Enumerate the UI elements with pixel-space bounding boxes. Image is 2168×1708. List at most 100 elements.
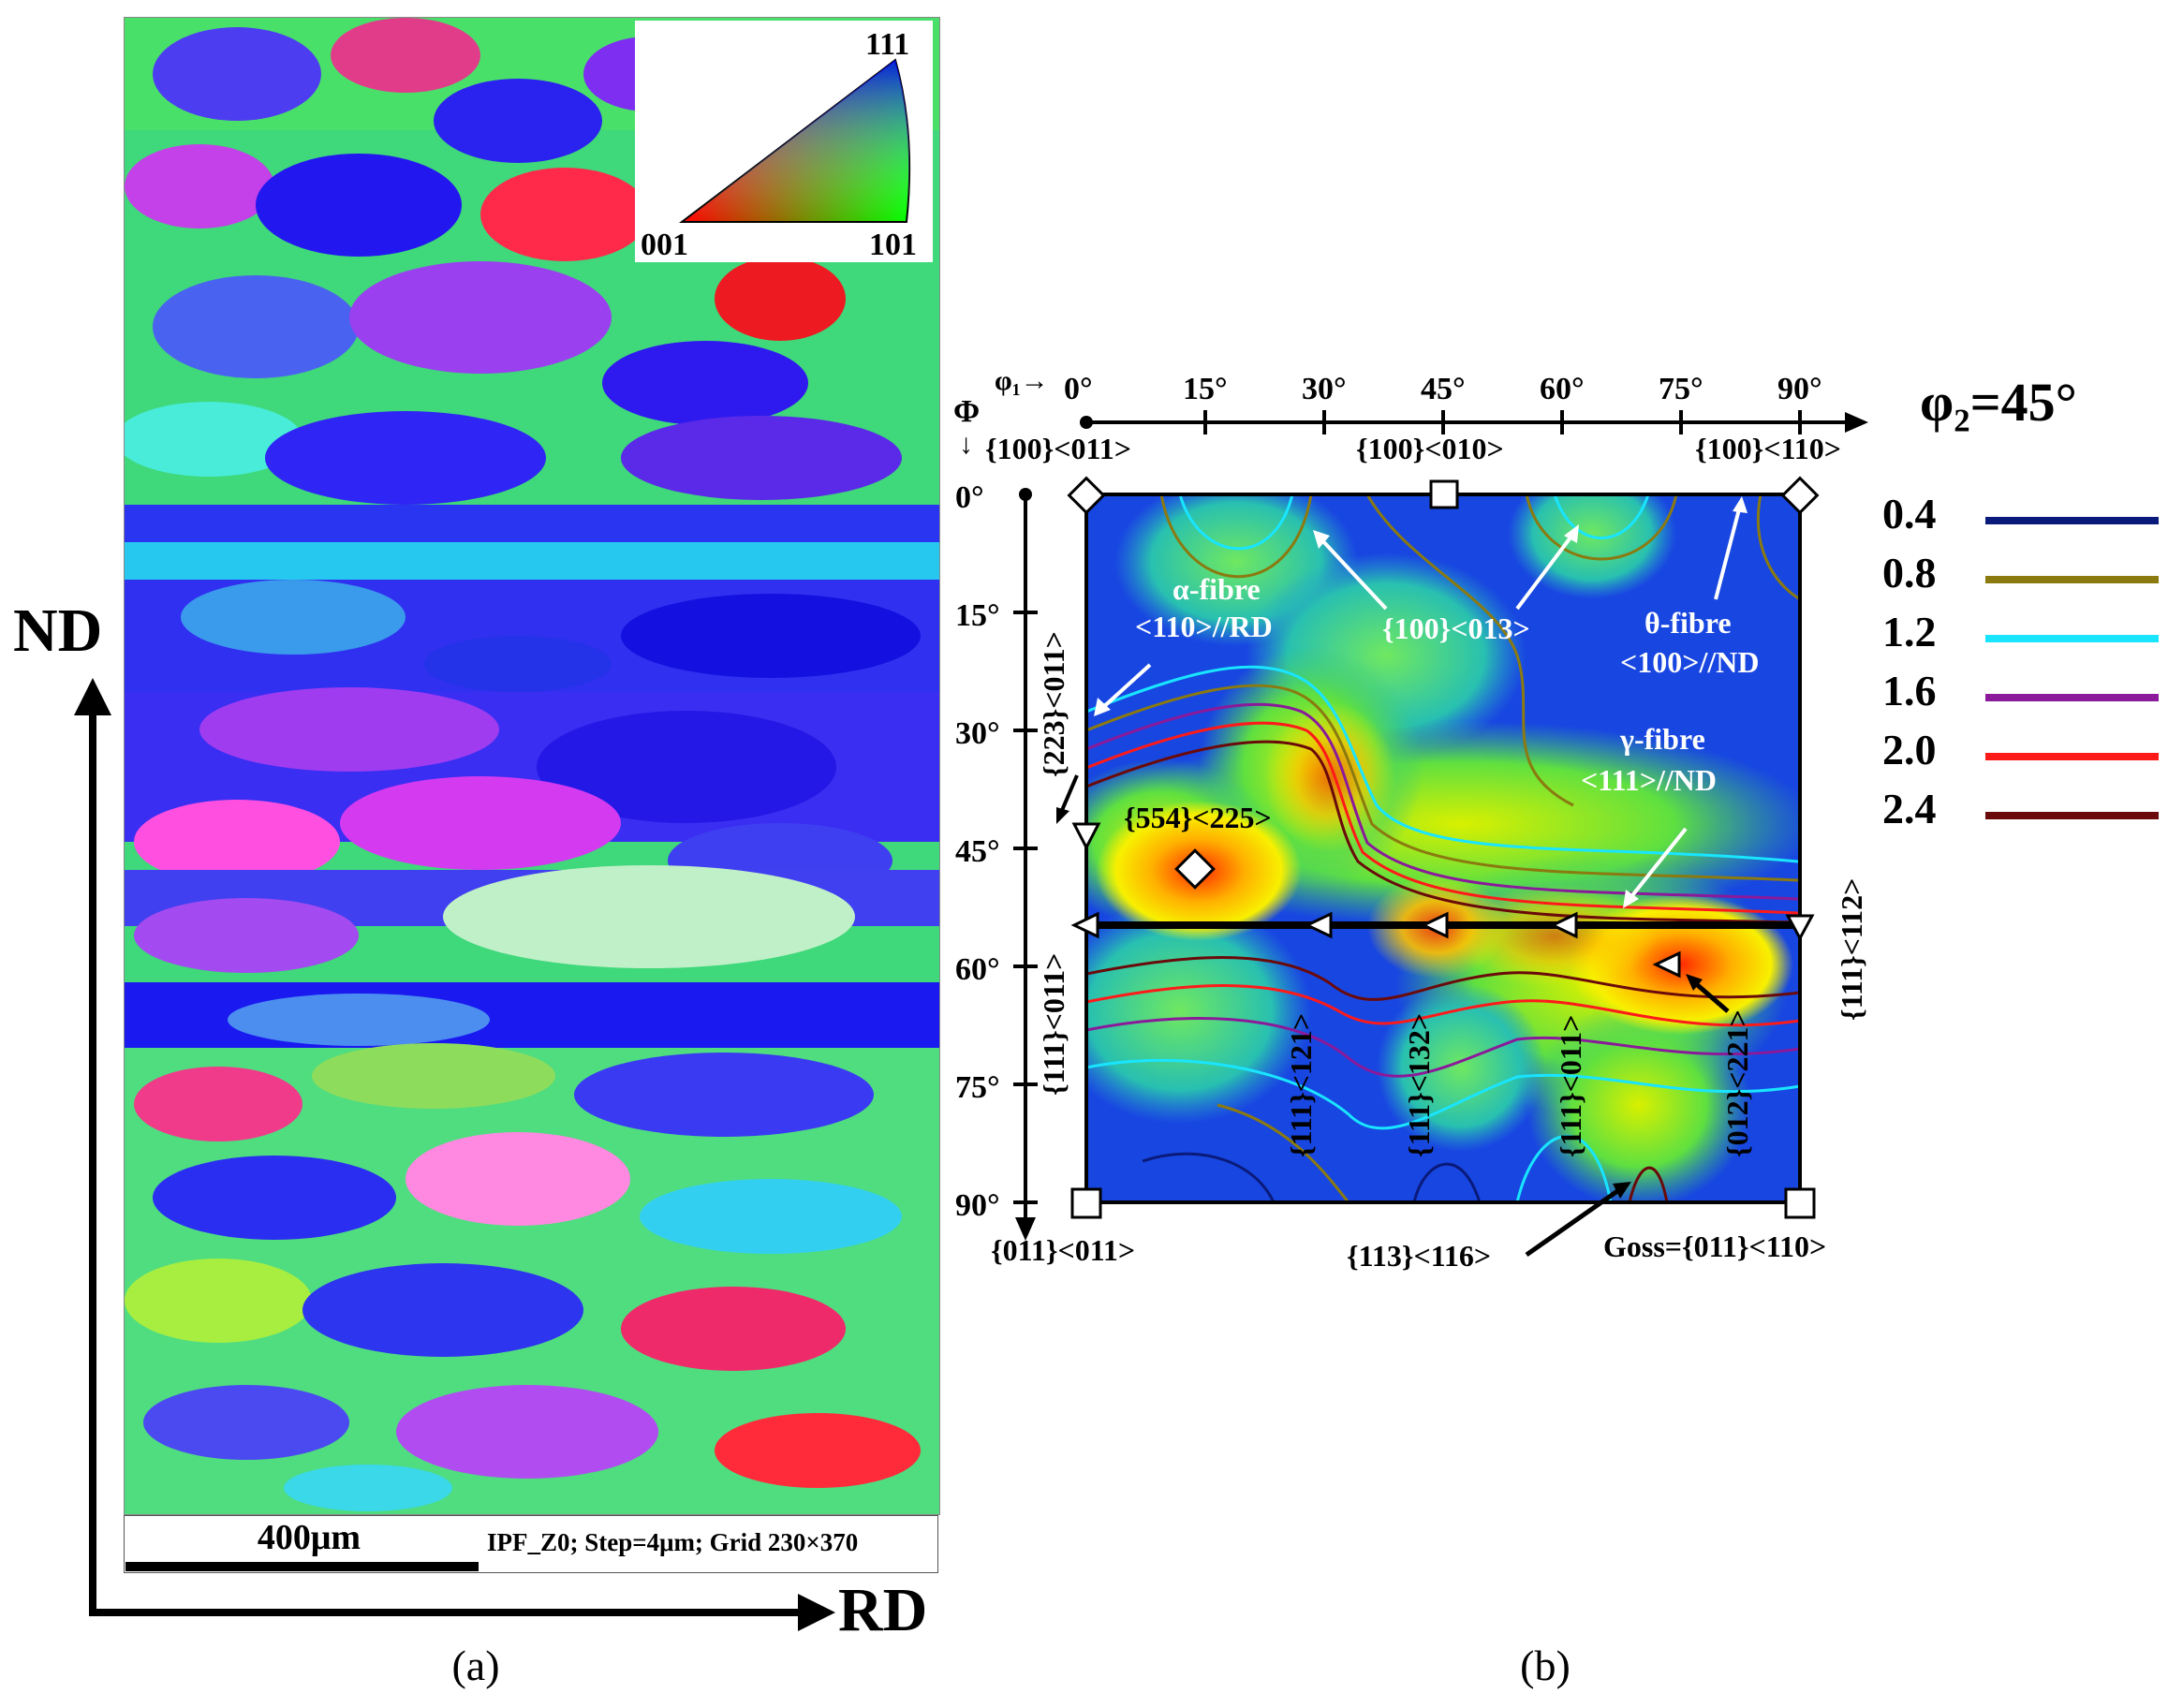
- marker-square-bottom-right: [1784, 1187, 1816, 1219]
- marker-square-bottom-left: [1070, 1187, 1102, 1219]
- label-100-010: {100}<010>: [1356, 432, 1504, 465]
- Phi-tick-label: 0°: [955, 480, 984, 515]
- rd-axis-line: [89, 1609, 805, 1616]
- arrow-gamma-fibre: [1628, 827, 1688, 901]
- label-goss: Goss={011}<110>: [1603, 1229, 1826, 1263]
- Phi-ticks: 0° 15° 30° 45° 60° 75° 90°: [955, 480, 1038, 1223]
- legend-entry: 2.4: [1882, 784, 2163, 840]
- marker-triangle-111-112: [1785, 914, 1815, 942]
- Phi-axis-symbol: Φ: [953, 394, 980, 429]
- marker-square-top-mid: [1429, 479, 1459, 509]
- arrow-113-116: [1525, 1186, 1622, 1258]
- legend-value: 2.4: [1882, 785, 1937, 832]
- label-223-011: {223}<011>: [1037, 631, 1070, 777]
- legend-value: 1.6: [1882, 667, 1937, 714]
- arrow-223-011: [1058, 774, 1079, 816]
- Phi-tick-label: 45°: [955, 834, 1000, 869]
- label-012-221: {012}<221>: [1720, 1009, 1754, 1157]
- legend-swatch: [1985, 694, 2159, 701]
- rd-arrow-icon: [798, 1594, 835, 1631]
- label-gamma-fibre-dir: <111>//ND: [1581, 763, 1717, 797]
- Phi-tick-label: 90°: [955, 1188, 1000, 1223]
- odf-intensity-map: [1086, 494, 1800, 1202]
- legend-entry: 1.6: [1882, 666, 2163, 722]
- phi1-tick-label: 60°: [1540, 372, 1585, 406]
- scale-bar-label: 400μm: [257, 1518, 361, 1557]
- legend-entry: 0.4: [1882, 489, 2163, 545]
- scale-bar: [125, 1562, 479, 1571]
- nd-axis-label: ND: [13, 596, 103, 665]
- label-alpha-fibre-dir: <110>//RD: [1135, 610, 1273, 643]
- phi1-tick-label: 0°: [1064, 372, 1093, 406]
- marker-diamond-top-right: [1780, 476, 1820, 515]
- Phi-axis-arrow-icon: [1015, 1217, 1036, 1241]
- ipf-color-key: 111 001 101: [635, 21, 933, 262]
- phi1-tick-label: 30°: [1302, 372, 1347, 406]
- label-111-121: {111}<121>: [1284, 1013, 1318, 1157]
- legend-value: 0.8: [1882, 549, 1937, 596]
- label-113-116: {113}<116>: [1347, 1239, 1491, 1273]
- phi1-tick-label: 45°: [1421, 372, 1466, 406]
- legend-value: 2.0: [1882, 726, 1937, 773]
- marker-diamond-top-left: [1067, 476, 1106, 515]
- arrow-100-013-left: [1319, 537, 1388, 611]
- arrow-theta-fibre: [1714, 505, 1742, 600]
- legend-swatch: [1985, 812, 2159, 819]
- marker-diamond-554-225: [1174, 848, 1216, 890]
- ebsd-grain-map: [125, 18, 939, 1514]
- nd-axis-line: [89, 693, 96, 1615]
- legend-swatch: [1985, 635, 2159, 642]
- arrow-alpha-fibre: [1099, 663, 1152, 712]
- label-alpha-fibre: α-fibre: [1172, 572, 1261, 606]
- ipf-corner-101: 101: [869, 228, 917, 262]
- label-gamma-fibre: γ-fibre: [1619, 722, 1705, 756]
- nd-arrow-icon: [74, 678, 111, 715]
- legend-entry: 2.0: [1882, 725, 2163, 781]
- label-100-110: {100}<110>: [1695, 432, 1841, 465]
- scan-info-text: IPF_Z0; Step=4μm; Grid 230×370: [487, 1528, 859, 1556]
- section-title: φ₂=45°: [1920, 372, 2077, 433]
- marker-triangle-111-132: [1420, 911, 1449, 939]
- Phi-tick-label: 75°: [955, 1070, 1000, 1105]
- rd-axis-label: RD: [838, 1576, 928, 1644]
- legend-entry: 0.8: [1882, 548, 2163, 604]
- label-100-011: {100}<011>: [985, 432, 1131, 465]
- Phi-tick-label: 60°: [955, 952, 1000, 987]
- label-011-011: {011}<011>: [991, 1233, 1135, 1267]
- phi1-tick-label: 15°: [1183, 372, 1228, 406]
- phi1-axis-symbol: φ₁→: [995, 365, 1049, 396]
- legend-value: 1.2: [1882, 608, 1937, 655]
- phi1-ticks: 0° 15° 30° 45° 60° 75° 90°: [1064, 372, 1822, 434]
- panel-label-a: (a): [451, 1642, 500, 1689]
- legend-swatch: [1985, 517, 2159, 524]
- label-100-013: {100}<013>: [1382, 611, 1530, 645]
- legend-entry: 1.2: [1882, 607, 2163, 663]
- label-554-225: {554}<225>: [1124, 801, 1272, 834]
- label-theta-fibre: θ-fibre: [1644, 606, 1732, 640]
- legend-swatch: [1985, 753, 2159, 760]
- legend-swatch: [1985, 576, 2159, 583]
- arrow-012-221: [1691, 979, 1730, 1013]
- svg-text:↓: ↓: [959, 429, 973, 460]
- odf-frame: [1084, 493, 1802, 1204]
- label-111-011-left: {111}<011>: [1037, 953, 1070, 1096]
- label-111-112: {111}<112>: [1835, 878, 1868, 1021]
- marker-triangle-111-121: [1304, 911, 1333, 939]
- label-theta-fibre-dir: <100>//ND: [1620, 645, 1759, 679]
- phi1-tick-label: 90°: [1777, 372, 1822, 406]
- ebsd-ipf-map: [124, 17, 940, 1515]
- label-111-011-mid: {111}<011>: [1554, 1015, 1587, 1157]
- label-111-132: {111}<132>: [1402, 1013, 1436, 1157]
- ipf-corner-111: 111: [865, 27, 909, 62]
- panel-label-b: (b): [1520, 1642, 1571, 1689]
- marker-triangle-012-221: [1652, 950, 1681, 979]
- Phi-tick-label: 30°: [955, 716, 1000, 751]
- phi1-tick-label: 75°: [1659, 372, 1703, 406]
- arrow-100-013-right: [1515, 532, 1575, 611]
- legend-value: 0.4: [1882, 490, 1937, 537]
- marker-triangle-111-011-mid: [1549, 911, 1578, 939]
- ipf-corner-001: 001: [641, 228, 688, 262]
- Phi-tick-label: 15°: [955, 598, 1000, 633]
- marker-triangle-223: [1071, 822, 1101, 851]
- phi1-axis-arrow-icon: [1845, 412, 1868, 433]
